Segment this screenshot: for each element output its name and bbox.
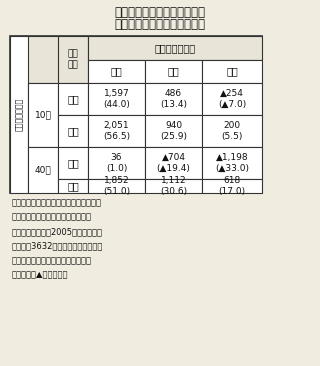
Text: ス。カッコ内は2005年度の営業利: ス。カッコ内は2005年度の営業利: [12, 227, 103, 236]
Bar: [58, 36, 88, 83]
Text: ▲1,198
(▲33.0): ▲1,198 (▲33.0): [215, 153, 249, 173]
Text: 比率％、▲はマイナス: 比率％、▲はマイナス: [12, 270, 68, 280]
Bar: [58, 115, 88, 147]
Bar: [145, 115, 202, 147]
Text: 200
(5.5): 200 (5.5): [221, 121, 243, 141]
Text: 36
(1.0): 36 (1.0): [106, 153, 127, 173]
Bar: [145, 60, 202, 83]
Text: 経費
削減: 経費 削減: [68, 49, 78, 70]
Text: 40％: 40％: [35, 165, 52, 175]
Text: 貸付残高減少率: 貸付残高減少率: [14, 98, 23, 131]
Bar: [88, 60, 145, 83]
Text: ３％: ３％: [168, 67, 180, 76]
Bar: [10, 36, 88, 83]
Bar: [202, 60, 262, 83]
Bar: [202, 147, 262, 179]
Text: あり: あり: [67, 126, 79, 136]
Text: （注）大手５社（武富士、アコム、プロ: （注）大手５社（武富士、アコム、プロ: [12, 198, 102, 207]
Bar: [145, 83, 202, 115]
Text: ５％: ５％: [226, 67, 238, 76]
Text: 1,112
(30.6): 1,112 (30.6): [160, 176, 187, 196]
Text: ▲704
(▲19.4): ▲704 (▲19.4): [156, 153, 190, 173]
Text: なし: なし: [67, 158, 79, 168]
Text: あり: あり: [67, 181, 79, 191]
Bar: [202, 115, 262, 147]
Bar: [10, 36, 28, 193]
Text: 1,852
(51.0): 1,852 (51.0): [103, 176, 130, 196]
Text: ▲254
(▲7.0): ▲254 (▲7.0): [218, 89, 246, 109]
Text: 486
(13.4): 486 (13.4): [160, 89, 187, 109]
Bar: [145, 147, 202, 179]
Bar: [88, 36, 262, 60]
Text: 益合計3632億円（特別損失計上分: 益合計3632億円（特別損失計上分: [12, 242, 103, 250]
Text: 営業損益試算（単位：億円）: 営業損益試算（単位：億円）: [115, 18, 205, 30]
Bar: [58, 83, 88, 115]
Text: 10％: 10％: [35, 111, 52, 120]
Text: の利息返還費用を控除）に対する: の利息返還費用を控除）に対する: [12, 256, 92, 265]
Text: 2,051
(56.5): 2,051 (56.5): [103, 121, 130, 141]
Text: （図表４）消費者金融大手の: （図表４）消費者金融大手の: [115, 5, 205, 19]
Text: ミス、アイフル、三洋信販）ベー: ミス、アイフル、三洋信販）ベー: [12, 213, 92, 221]
Bar: [58, 147, 88, 179]
Text: なし: なし: [67, 94, 79, 104]
Bar: [202, 83, 262, 115]
Bar: [88, 83, 145, 115]
Text: 1,597
(44.0): 1,597 (44.0): [103, 89, 130, 109]
Bar: [88, 115, 145, 147]
Text: ０％: ０％: [111, 67, 122, 76]
Bar: [88, 147, 145, 179]
Text: 調達金利上昇幅: 調達金利上昇幅: [155, 43, 196, 53]
Bar: [145, 179, 202, 193]
Bar: [202, 179, 262, 193]
Bar: [28, 147, 58, 193]
Bar: [10, 36, 262, 193]
Bar: [58, 179, 88, 193]
Text: 940
(25.9): 940 (25.9): [160, 121, 187, 141]
Bar: [88, 179, 145, 193]
Bar: [28, 83, 58, 147]
Text: 618
(17.0): 618 (17.0): [219, 176, 245, 196]
